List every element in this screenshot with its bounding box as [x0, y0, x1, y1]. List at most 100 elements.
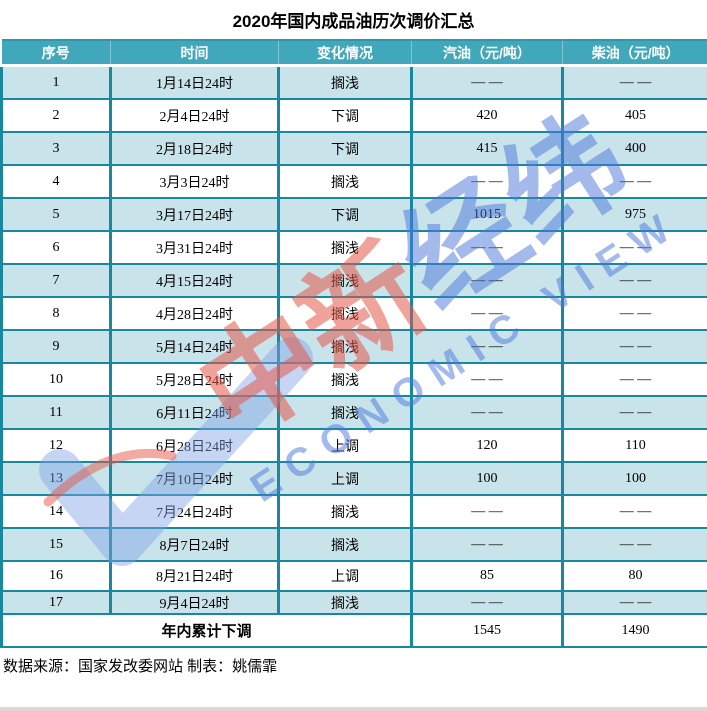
cell-gasoline: 100: [410, 461, 564, 496]
col-header-time: 时间: [110, 39, 279, 67]
table-row: 4 3月3日24时 搁浅 — — — —: [0, 164, 707, 199]
cell-time: 3月31日24时: [109, 230, 280, 265]
cell-change: 搁浅: [277, 230, 413, 265]
cell-change: 搁浅: [277, 362, 413, 397]
cell-diesel: — —: [561, 395, 707, 430]
cell-gasoline: 1015: [410, 197, 564, 232]
cell-time: 7月10日24时: [109, 461, 280, 496]
cell-time: 6月11日24时: [109, 395, 280, 430]
cell-change: 搁浅: [277, 590, 413, 615]
cell-time: 8月21日24时: [109, 560, 280, 592]
cell-change: 搁浅: [277, 329, 413, 364]
cell-change: 下调: [277, 131, 413, 166]
col-header-diesel: 柴油（元/吨）: [562, 39, 707, 67]
cell-no: 6: [0, 230, 112, 265]
cell-no: 12: [0, 428, 112, 463]
table-header-row: 序号 时间 变化情况 汽油（元/吨） 柴油（元/吨）: [1, 39, 707, 67]
cell-time: 6月28日24时: [109, 428, 280, 463]
cell-diesel: — —: [561, 362, 707, 397]
cell-gasoline: — —: [410, 494, 564, 529]
cell-time: 2月4日24时: [109, 98, 280, 133]
cell-diesel: 80: [561, 560, 707, 592]
cell-no: 1: [0, 64, 112, 100]
cell-no: 16: [0, 560, 112, 592]
cell-time: 4月28日24时: [109, 296, 280, 331]
cell-gasoline: — —: [410, 395, 564, 430]
cell-no: 3: [0, 131, 112, 166]
summary-row: 年内累计下调 1545 1490: [0, 613, 707, 648]
cell-time: 8月7日24时: [109, 527, 280, 562]
cell-change: 搁浅: [277, 494, 413, 529]
cell-gasoline: — —: [410, 64, 564, 100]
table-row: 10 5月28日24时 搁浅 — — — —: [0, 362, 707, 397]
summary-label: 年内累计下调: [0, 613, 413, 648]
table-row: 17 9月4日24时 搁浅 — — — —: [0, 590, 707, 615]
cell-diesel: — —: [561, 164, 707, 199]
cell-time: 3月17日24时: [109, 197, 280, 232]
source-note: 数据来源：国家发改委网站 制表：姚儒霏: [3, 658, 278, 675]
table-row: 12 6月28日24时 上调 120 110: [0, 428, 707, 463]
cell-diesel: — —: [561, 230, 707, 265]
table-row: 1 1月14日24时 搁浅 — — — —: [0, 64, 707, 100]
cell-change: 上调: [277, 560, 413, 592]
table-row: 6 3月31日24时 搁浅 — — — —: [0, 230, 707, 265]
cell-gasoline: — —: [410, 590, 564, 615]
cell-gasoline: — —: [410, 329, 564, 364]
cell-diesel: — —: [561, 296, 707, 331]
cell-diesel: 100: [561, 461, 707, 496]
cell-change: 搁浅: [277, 296, 413, 331]
cell-gasoline: 120: [410, 428, 564, 463]
cell-time: 3月3日24时: [109, 164, 280, 199]
cell-no: 14: [0, 494, 112, 529]
cell-time: 7月24日24时: [109, 494, 280, 529]
cell-gasoline: 85: [410, 560, 564, 592]
cell-time: 2月18日24时: [109, 131, 280, 166]
table-row: 3 2月18日24时 下调 415 400: [0, 131, 707, 166]
cell-no: 4: [0, 164, 112, 199]
table-row: 5 3月17日24时 下调 1015 975: [0, 197, 707, 232]
cell-change: 下调: [277, 197, 413, 232]
cell-time: 9月4日24时: [109, 590, 280, 615]
cell-change: 搁浅: [277, 263, 413, 298]
table-body: 1 1月14日24时 搁浅 — — — — 2 2月4日24时 下调 420 4…: [0, 64, 707, 615]
cell-time: 5月28日24时: [109, 362, 280, 397]
cell-diesel: — —: [561, 527, 707, 562]
cell-gasoline: — —: [410, 230, 564, 265]
col-header-no: 序号: [1, 39, 111, 67]
cell-diesel: 405: [561, 98, 707, 133]
cell-diesel: — —: [561, 590, 707, 615]
cell-change: 上调: [277, 461, 413, 496]
cell-time: 4月15日24时: [109, 263, 280, 298]
cell-diesel: — —: [561, 329, 707, 364]
cell-gasoline: 415: [410, 131, 564, 166]
cell-time: 5月14日24时: [109, 329, 280, 364]
table-row: 7 4月15日24时 搁浅 — — — —: [0, 263, 707, 298]
table-row: 14 7月24日24时 搁浅 — — — —: [0, 494, 707, 529]
cell-gasoline: — —: [410, 527, 564, 562]
cell-gasoline: — —: [410, 164, 564, 199]
page-title: 2020年国内成品油历次调价汇总: [232, 12, 475, 31]
cell-no: 10: [0, 362, 112, 397]
table-row: 2 2月4日24时 下调 420 405: [0, 98, 707, 133]
price-table: 序号 时间 变化情况 汽油（元/吨） 柴油（元/吨） 1 1月14日24时 搁浅…: [0, 39, 707, 648]
cell-change: 搁浅: [277, 64, 413, 100]
cell-change: 下调: [277, 98, 413, 133]
cell-diesel: — —: [561, 263, 707, 298]
table-row: 13 7月10日24时 上调 100 100: [0, 461, 707, 496]
cell-no: 11: [0, 395, 112, 430]
cell-diesel: — —: [561, 494, 707, 529]
table-row: 15 8月7日24时 搁浅 — — — —: [0, 527, 707, 562]
cell-no: 13: [0, 461, 112, 496]
cell-time: 1月14日24时: [109, 64, 280, 100]
cell-gasoline: 420: [410, 98, 564, 133]
cell-no: 5: [0, 197, 112, 232]
cell-diesel: — —: [561, 64, 707, 100]
cell-gasoline: — —: [410, 362, 564, 397]
cell-change: 搁浅: [277, 395, 413, 430]
cell-no: 15: [0, 527, 112, 562]
cell-no: 2: [0, 98, 112, 133]
table-row: 16 8月21日24时 上调 85 80: [0, 560, 707, 592]
summary-diesel: 1490: [561, 613, 707, 648]
cell-no: 9: [0, 329, 112, 364]
